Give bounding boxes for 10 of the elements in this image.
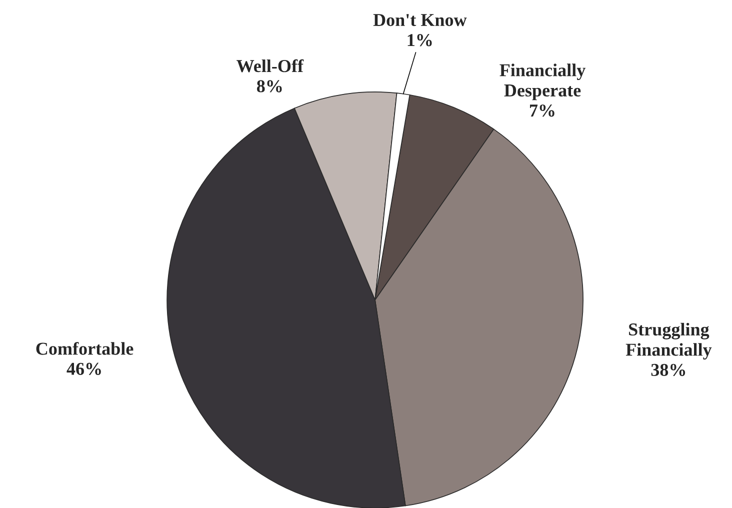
slice-label: Financially Desperate (500, 64, 586, 100)
data-label: 1% (408, 34, 432, 46)
data-label: 38% (651, 364, 686, 376)
slice-label: Well-Off (236, 59, 304, 72)
data-label: 7% (530, 104, 554, 117)
data-label: 46% (66, 362, 101, 376)
data-label: 8% (256, 80, 282, 92)
slice-label: Don't Know (373, 14, 467, 26)
slice-label: Struggling Financially (626, 322, 712, 360)
slice-label: Comfortable (36, 342, 134, 355)
